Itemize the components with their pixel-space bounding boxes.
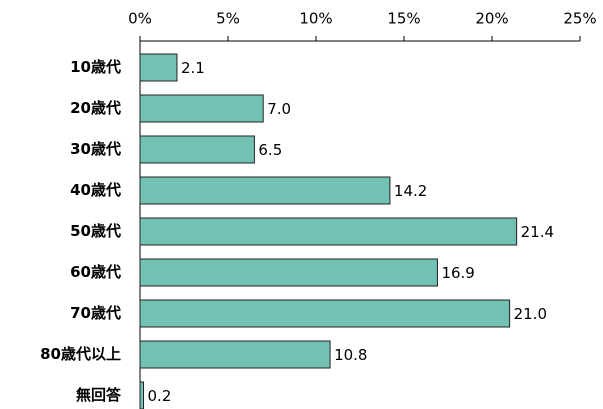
value-label: 21.0	[514, 305, 547, 323]
y-tick-label: 無回答	[76, 386, 122, 404]
value-label: 21.4	[521, 223, 554, 241]
value-label: 0.2	[148, 387, 172, 405]
y-tick-label: 20歳代	[70, 99, 121, 117]
bar	[139, 299, 511, 328]
bar	[139, 217, 518, 246]
value-label: 7.0	[267, 100, 291, 118]
y-tick-label: 10歳代	[70, 58, 121, 76]
x-tick-label: 10%	[299, 10, 332, 28]
value-label: 6.5	[258, 141, 282, 159]
bar	[139, 176, 391, 205]
value-label: 16.9	[441, 264, 474, 282]
y-tick-label: 40歳代	[70, 181, 121, 199]
bar	[139, 381, 145, 409]
value-label: 2.1	[181, 59, 205, 77]
bar	[139, 53, 178, 82]
y-tick-label: 80歳代以上	[40, 345, 121, 363]
value-label: 10.8	[334, 346, 367, 364]
x-tick-label: 20%	[475, 10, 508, 28]
x-tick-label: 5%	[216, 10, 240, 28]
bar	[139, 340, 331, 369]
bar	[139, 258, 438, 287]
bar	[139, 135, 255, 164]
bar	[139, 94, 264, 123]
x-tick-label: 0%	[128, 10, 152, 28]
x-tick-label: 25%	[563, 10, 596, 28]
y-tick-label: 30歳代	[70, 140, 121, 158]
y-tick-label: 60歳代	[70, 263, 121, 281]
y-tick-label: 70歳代	[70, 304, 121, 322]
x-tick-label: 15%	[387, 10, 420, 28]
value-label: 14.2	[394, 182, 427, 200]
y-tick-label: 50歳代	[70, 222, 121, 240]
